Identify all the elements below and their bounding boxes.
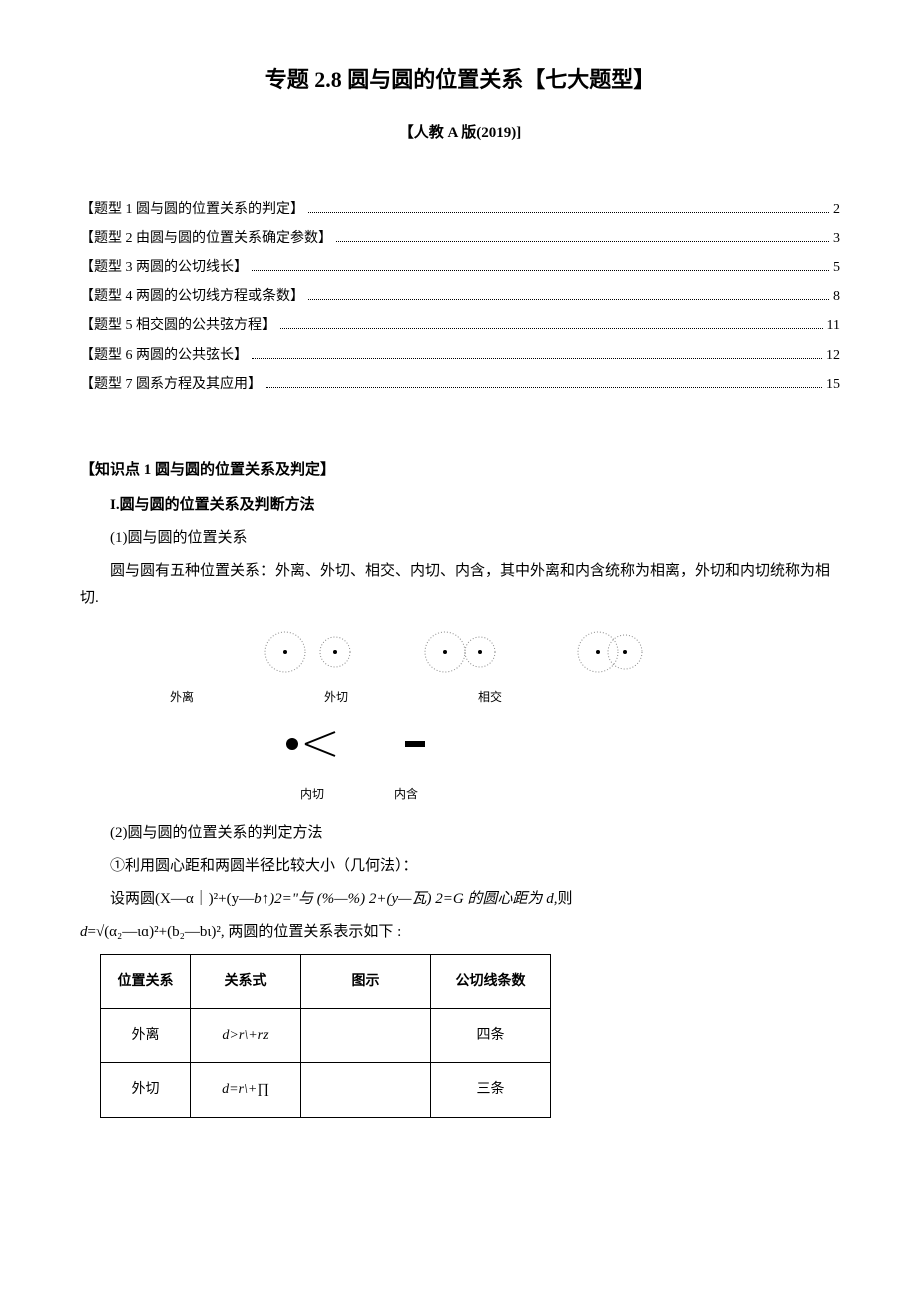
th-diagram: 图示 (301, 955, 431, 1009)
toc-row: 【题型 3 两圆的公切线长】 5 (80, 255, 840, 280)
toc-row: 【题型 2 由圆与圆的位置关系确定参数】 3 (80, 226, 840, 251)
toc-label: 【题型 2 由圆与圆的位置关系确定参数】 (80, 226, 332, 251)
label-xiangjiao: 相交 (478, 687, 502, 709)
toc-page: 8 (833, 284, 840, 309)
label-wailide: 外离 (170, 687, 194, 709)
table-header-row: 位置关系 关系式 图示 公切线条数 (101, 955, 551, 1009)
toc-label: 【题型 4 两圆的公切线方程或条数】 (80, 284, 304, 309)
toc-row: 【题型 1 圆与圆的位置关系的判定】 2 (80, 197, 840, 222)
toc-dots (336, 241, 829, 242)
cell-diagram (301, 1063, 431, 1117)
diagram-labels-1: 外离 外切 相交 (80, 687, 840, 709)
label-neihan: 内含 (394, 784, 418, 806)
circles-separate-icon (260, 627, 360, 677)
diagram-row-2 (80, 724, 840, 774)
text-fragment: =r\+∏ (229, 1082, 269, 1097)
label-waiqie: 外切 (324, 687, 348, 709)
toc-dots (308, 299, 829, 300)
diagram-row-1 (80, 627, 840, 677)
toc-row: 【题型 6 两圆的公共弦长】 12 (80, 343, 840, 368)
diagram-xiangjiao (570, 627, 660, 677)
circles-internal-tangent-icon (280, 724, 340, 764)
toc-dots (252, 358, 822, 359)
toc-page: 12 (826, 343, 840, 368)
paragraph: ①利用圆心距和两圆半径比较大小（几何法）： (80, 853, 840, 880)
table-of-contents: 【题型 1 圆与圆的位置关系的判定】 2 【题型 2 由圆与圆的位置关系确定参数… (80, 197, 840, 397)
text-fragment: d (80, 924, 88, 940)
position-table: 位置关系 关系式 图示 公切线条数 外离 d>r\+rz 四条 外切 d=r\+… (100, 954, 551, 1118)
toc-page: 11 (827, 313, 840, 338)
circles-external-tangent-icon (420, 627, 510, 677)
toc-dots (266, 387, 822, 388)
cell-position: 外离 (101, 1009, 191, 1063)
toc-page: 2 (833, 197, 840, 222)
toc-page: 3 (833, 226, 840, 251)
page-title: 专题 2.8 圆与圆的位置关系【七大题型】 (80, 60, 840, 100)
diagram-neihan (400, 734, 430, 764)
cell-position: 外切 (101, 1063, 191, 1117)
toc-row: 【题型 7 圆系方程及其应用】 15 (80, 372, 840, 397)
toc-row: 【题型 5 相交圆的公共弦方程】 11 (80, 313, 840, 338)
toc-dots (252, 270, 829, 271)
text-fragment: =√(α₂—ιɑ)²+(b₂—bι)² (88, 924, 221, 940)
label-neiqie: 内切 (300, 784, 324, 806)
cell-tangent-count: 三条 (431, 1063, 551, 1117)
text-fragment: b↑)2="与 (%—%) 2+(y—瓦) 2=G 的圆心距为 (254, 891, 546, 907)
th-position: 位置关系 (101, 955, 191, 1009)
diagram-wailide (260, 627, 360, 677)
cell-relation: d=r\+∏ (191, 1063, 301, 1117)
text-fragment: >r\+rz (229, 1028, 268, 1043)
paragraph: (2)圆与圆的位置关系的判定方法 (80, 820, 840, 847)
diagram-labels-2: 内切 内含 (80, 784, 840, 806)
toc-label: 【题型 7 圆系方程及其应用】 (80, 372, 262, 397)
text-fragment: 则 (557, 891, 572, 907)
circles-intersect-icon (570, 627, 660, 677)
circles-contained-icon (400, 734, 430, 754)
cell-diagram (301, 1009, 431, 1063)
toc-row: 【题型 4 两圆的公切线方程或条数】 8 (80, 284, 840, 309)
th-relation: 关系式 (191, 955, 301, 1009)
knowledge-header: 【知识点 1 圆与圆的位置关系及判定】 (80, 457, 840, 484)
paragraph: 设两圆(X—α｜)²+(y—b↑)2="与 (%—%) 2+(y—瓦) 2=G … (80, 886, 840, 913)
toc-label: 【题型 6 两圆的公共弦长】 (80, 343, 248, 368)
toc-label: 【题型 3 两圆的公切线长】 (80, 255, 248, 280)
text-fragment: d, (546, 891, 557, 907)
page-subtitle: 【人教 A 版(2019)] (80, 120, 840, 147)
toc-label: 【题型 1 圆与圆的位置关系的判定】 (80, 197, 304, 222)
table-row: 外切 d=r\+∏ 三条 (101, 1063, 551, 1117)
th-tangent-count: 公切线条数 (431, 955, 551, 1009)
diagram-neiqie (280, 724, 340, 774)
table-row: 外离 d>r\+rz 四条 (101, 1009, 551, 1063)
toc-dots (308, 212, 829, 213)
toc-label: 【题型 5 相交圆的公共弦方程】 (80, 313, 276, 338)
text-fragment: , 两圆的位置关系表示如下 : (221, 924, 401, 940)
paragraph: 圆与圆有五种位置关系：外离、外切、相交、内切、内含，其中外离和内含统称为相离，外… (80, 558, 840, 612)
text-fragment: 设两圆(X—α｜)²+(y— (110, 891, 254, 907)
toc-dots (280, 328, 823, 329)
cell-relation: d>r\+rz (191, 1009, 301, 1063)
subsection-1: I.圆与圆的位置关系及判断方法 (80, 492, 840, 519)
toc-page: 5 (833, 255, 840, 280)
diagram-waiqie (420, 627, 510, 677)
toc-page: 15 (826, 372, 840, 397)
paragraph: (1)圆与圆的位置关系 (80, 525, 840, 552)
paragraph: d=√(α₂—ιɑ)²+(b₂—bι)², 两圆的位置关系表示如下 : (80, 919, 840, 946)
cell-tangent-count: 四条 (431, 1009, 551, 1063)
